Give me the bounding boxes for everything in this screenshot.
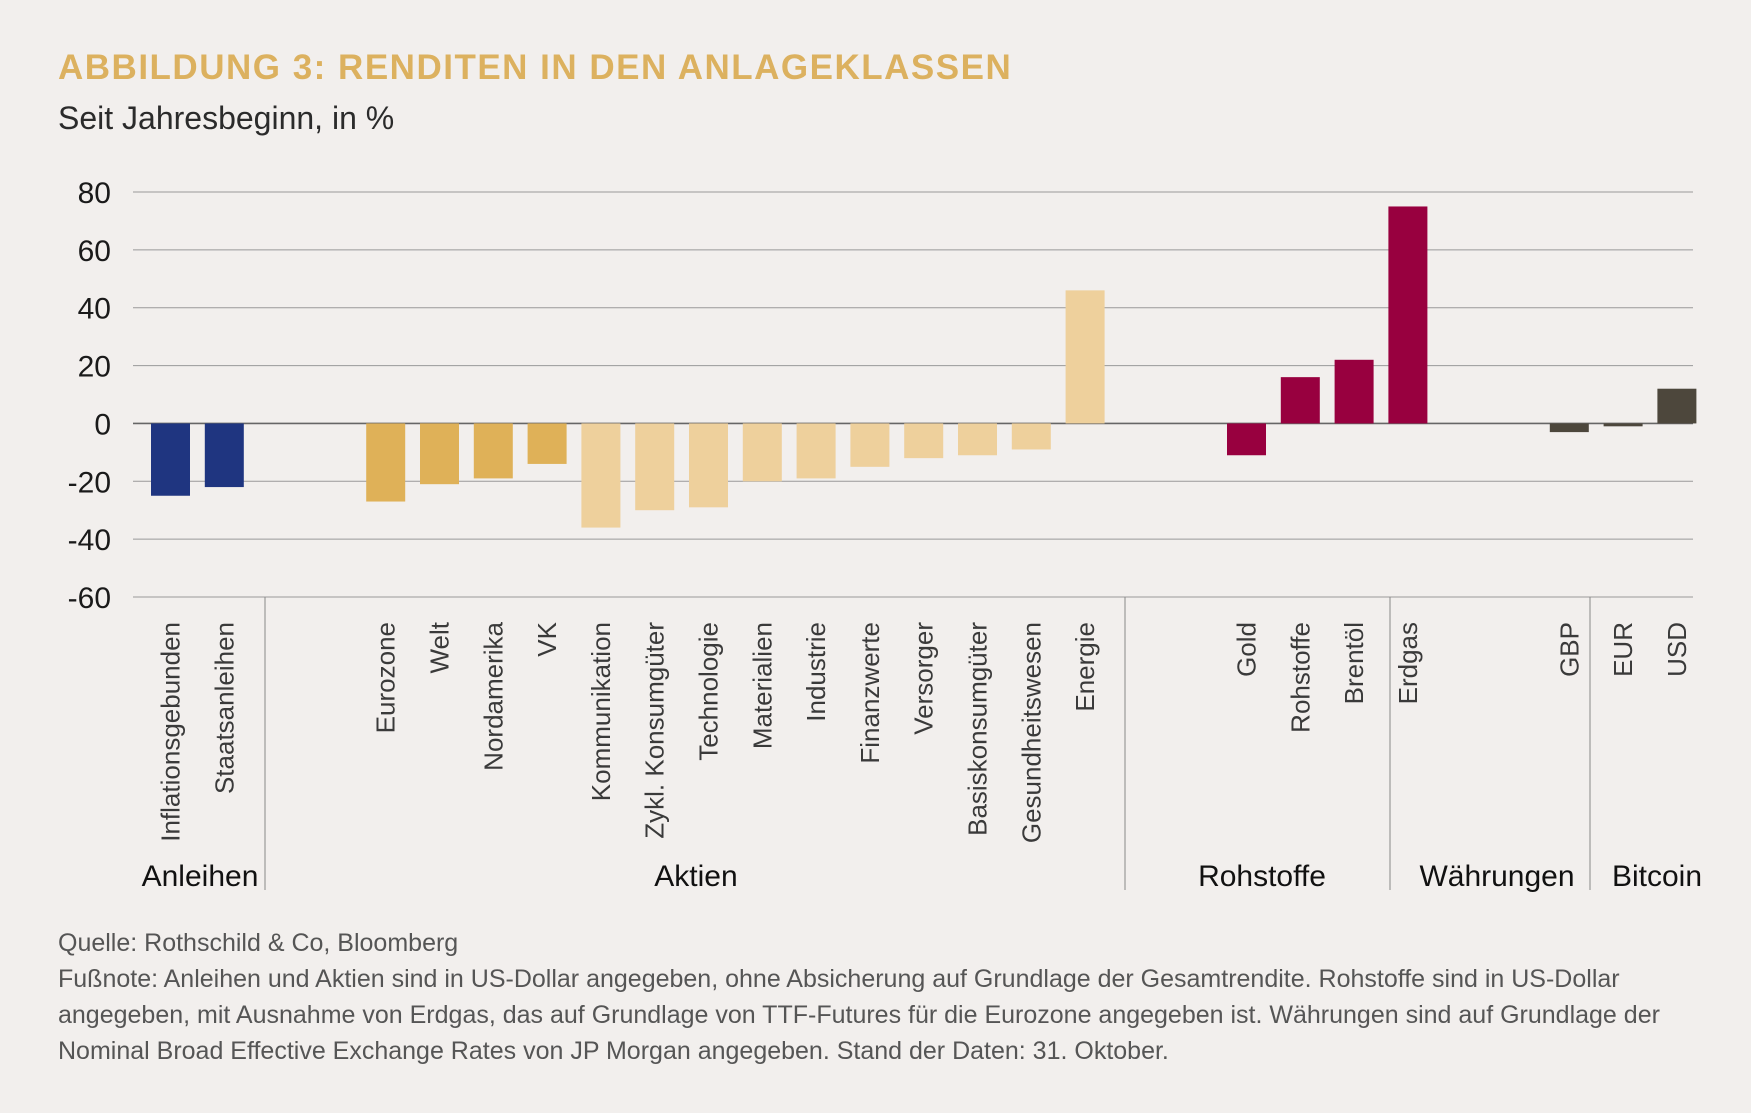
category-label: Staatsanleihen xyxy=(209,622,239,794)
bar xyxy=(904,423,944,459)
category-label: Zykl. Konsumgüter xyxy=(640,622,670,839)
bar xyxy=(204,423,244,488)
y-tick-label: 20 xyxy=(78,351,111,384)
y-tick-label: 80 xyxy=(78,177,111,210)
group-label: Währungen xyxy=(1419,860,1574,893)
group-label: Bitcoin xyxy=(1612,860,1702,893)
bar xyxy=(151,423,190,496)
category-label: Gold xyxy=(1232,622,1262,677)
y-tick-label: -20 xyxy=(68,466,111,499)
category-label: Versorger xyxy=(909,622,939,735)
bar xyxy=(420,423,459,485)
bar xyxy=(581,423,621,528)
y-tick-label: -60 xyxy=(68,582,111,615)
category-label: Industrie xyxy=(801,622,831,722)
category-label: Materialien xyxy=(747,622,777,749)
category-label: Erdgas xyxy=(1393,622,1423,704)
bar xyxy=(1280,377,1320,424)
bar xyxy=(742,423,782,482)
category-label: Rohstoffe xyxy=(1285,622,1315,733)
bar xyxy=(635,423,675,511)
bar xyxy=(1549,423,1589,433)
category-label: Inflationsgebunden xyxy=(156,622,186,842)
y-tick-label: 60 xyxy=(78,235,111,268)
category-label: Eurozone xyxy=(371,622,401,733)
chart-footer: Quelle: Rothschild & Co, Bloomberg Fußno… xyxy=(58,925,1708,1069)
bar xyxy=(1388,206,1428,424)
category-label: Brentöl xyxy=(1339,622,1369,704)
bar xyxy=(796,423,836,479)
category-label: USD xyxy=(1662,622,1692,677)
y-tick-label: 0 xyxy=(94,408,111,441)
bar xyxy=(689,423,728,508)
category-label: Technologie xyxy=(694,622,724,761)
category-label: Energie xyxy=(1070,622,1100,712)
y-tick-label: -40 xyxy=(68,524,111,557)
category-label: Nordamerika xyxy=(478,621,508,770)
chart-title: ABBILDUNG 3: RENDITEN IN DEN ANLAGEKLASS… xyxy=(58,48,1013,87)
bar xyxy=(958,423,997,456)
bar xyxy=(1334,359,1374,424)
footnote: Fußnote: Anleihen und Aktien sind in US-… xyxy=(58,965,1660,1065)
category-label: Welt xyxy=(425,621,455,673)
category-label: EUR xyxy=(1608,622,1638,677)
category-label: VK xyxy=(532,621,562,656)
bar xyxy=(473,423,513,479)
group-label: Anleihen xyxy=(142,860,259,893)
category-label: Gesundheitswesen xyxy=(1016,622,1046,843)
bar xyxy=(1657,388,1697,424)
group-label: Aktien xyxy=(654,860,737,893)
bar xyxy=(527,423,567,464)
chart-subtitle: Seit Jahresbeginn, in % xyxy=(58,100,395,136)
bar xyxy=(366,423,406,502)
group-label: Rohstoffe xyxy=(1198,860,1326,893)
bar xyxy=(1011,423,1051,450)
category-label: Basiskonsumgüter xyxy=(963,622,993,836)
category-label: Kommunikation xyxy=(586,622,616,801)
bar xyxy=(1227,423,1266,456)
source-note: Quelle: Rothschild & Co, Bloomberg xyxy=(58,929,459,957)
bar xyxy=(850,423,890,467)
category-label: Finanzwerte xyxy=(855,622,885,764)
category-label: GBP xyxy=(1554,622,1584,677)
bar xyxy=(1065,290,1105,424)
bar xyxy=(1603,423,1643,427)
y-tick-label: 40 xyxy=(78,293,111,326)
bar-chart: 80 60 40 20 0 -20 -40 -60 Inflationsgebunden Staa… xyxy=(68,177,1702,893)
